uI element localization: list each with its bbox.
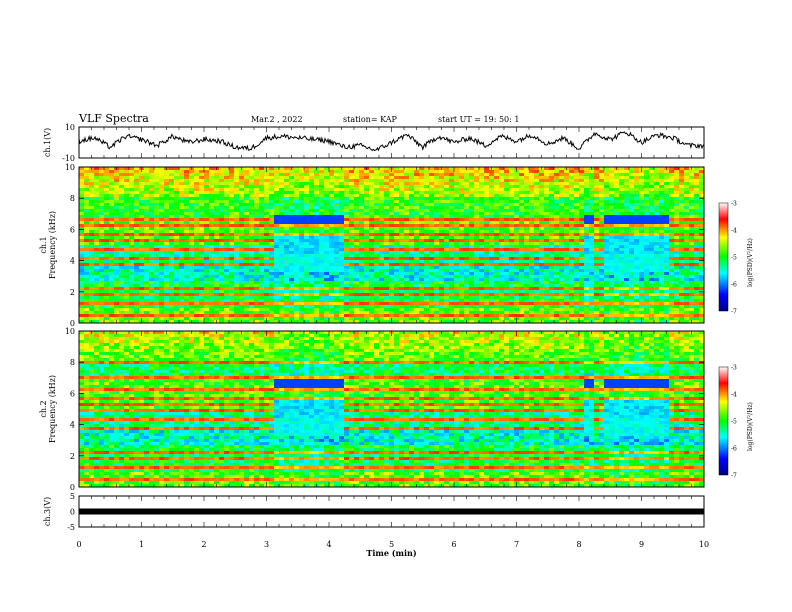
x-tick-label: 3 (264, 540, 269, 549)
chart-title: VLF Spectra (79, 112, 149, 125)
tick-layer (78, 126, 705, 528)
x-tick-label: 10 (699, 540, 709, 549)
ch1-waveform-ylabel: ch.1(V) (43, 128, 52, 157)
ch1-spectrogram-colorbar-tick: -3 (731, 201, 737, 208)
ch1-spectrogram-ytick-label: 0 (70, 319, 75, 328)
ch1-waveform-ytick-label: -10 (62, 154, 75, 163)
ch1-spectrogram-colorbar-tick: -6 (731, 282, 737, 289)
ch1-waveform-line (78, 131, 705, 152)
spectrogram-layer (79, 167, 705, 488)
ch2-spectrogram-ylabel: Frequency (kHz) (48, 375, 57, 443)
ch1-waveform-ytick-label: 10 (65, 123, 75, 132)
date-label: Mar.2 , 2022 (251, 115, 303, 124)
ch3-waveform-ytick-label: 0 (70, 508, 75, 517)
x-axis-label: Time (min) (366, 548, 416, 558)
ch1-spectrogram-ytick-label: 8 (70, 194, 75, 203)
ch2-spectrogram-ytick-label: 0 (70, 483, 75, 492)
ch1-spectrogram-colorbar-tick: -7 (731, 309, 737, 316)
x-tick-label: 9 (639, 540, 644, 549)
start-time-label: start UT = 19: 50: 1 (438, 115, 520, 124)
ch1-spectrogram-ylabel: Frequency (kHz) (48, 211, 57, 279)
x-tick-label: 8 (576, 540, 581, 549)
ch1-spectrogram-colorbar (718, 202, 729, 312)
ch2-spectrogram-colorbar (718, 366, 729, 476)
station-label: station= KAP (343, 115, 397, 124)
ch3-waveform-ytick-label: 5 (70, 492, 75, 501)
ch2-spectrogram-cells (79, 331, 705, 488)
ch1-spectrogram-colorbar-label: log(PSD)(V²/Hz) (747, 238, 754, 287)
x-tick-label: 0 (76, 540, 81, 549)
label-layer: -3 -4 -5 -6 -7 log(PSD)(V²/Hz) -3 -4 -5 -6 -7 log(P… (39, 123, 754, 558)
ch1-spectrogram-colorbar-tick: -5 (731, 255, 737, 262)
ch2-spectrogram-colorbar-label: log(PSD)(V²/Hz) (747, 402, 754, 451)
ch1-spectrogram-ytick-label: 10 (65, 163, 75, 172)
waveform-layer (78, 131, 705, 515)
x-tick-label: 1 (139, 540, 144, 549)
ch1-spectrogram-cells (79, 167, 705, 324)
ch2-spectrogram-ytick-label: 8 (70, 358, 75, 367)
ch1-spectrogram-ytick-label: 2 (70, 288, 75, 297)
ch3-waveform-ytick-label: -5 (67, 523, 75, 532)
ch1-spectrogram-ylabel: ch.1 (39, 236, 48, 253)
ch1-spectrogram-colorbar-tick: -4 (731, 228, 737, 235)
x-tick-label: 5 (389, 540, 394, 549)
ch2-spectrogram-colorbar-tick: -6 (731, 446, 737, 453)
ch2-spectrogram-ytick-label: 6 (70, 389, 75, 398)
ch2-spectrogram-ytick-label: 4 (70, 421, 75, 430)
x-tick-label: 4 (326, 540, 331, 549)
ch2-spectrogram-ytick-label: 2 (70, 452, 75, 461)
x-tick-label: 7 (514, 540, 519, 549)
ch1-spectrogram-ytick-label: 6 (70, 225, 75, 234)
ch2-spectrogram-colorbar-tick: -7 (731, 473, 737, 480)
ch3-waveform-line (79, 508, 704, 515)
ch2-spectrogram-ytick-label: 10 (65, 327, 75, 336)
ch2-spectrogram-colorbar-tick: -3 (731, 365, 737, 372)
ch2-spectrogram-colorbar-tick: -5 (731, 419, 737, 426)
ch2-spectrogram-colorbar-tick: -4 (731, 392, 737, 399)
x-tick-label: 6 (451, 540, 456, 549)
ch2-spectrogram-ylabel: ch.2 (39, 400, 48, 417)
ch1-spectrogram-ytick-label: 4 (70, 257, 75, 266)
ch3-waveform-ylabel: ch.3(V) (43, 497, 52, 526)
x-tick-label: 2 (201, 540, 206, 549)
